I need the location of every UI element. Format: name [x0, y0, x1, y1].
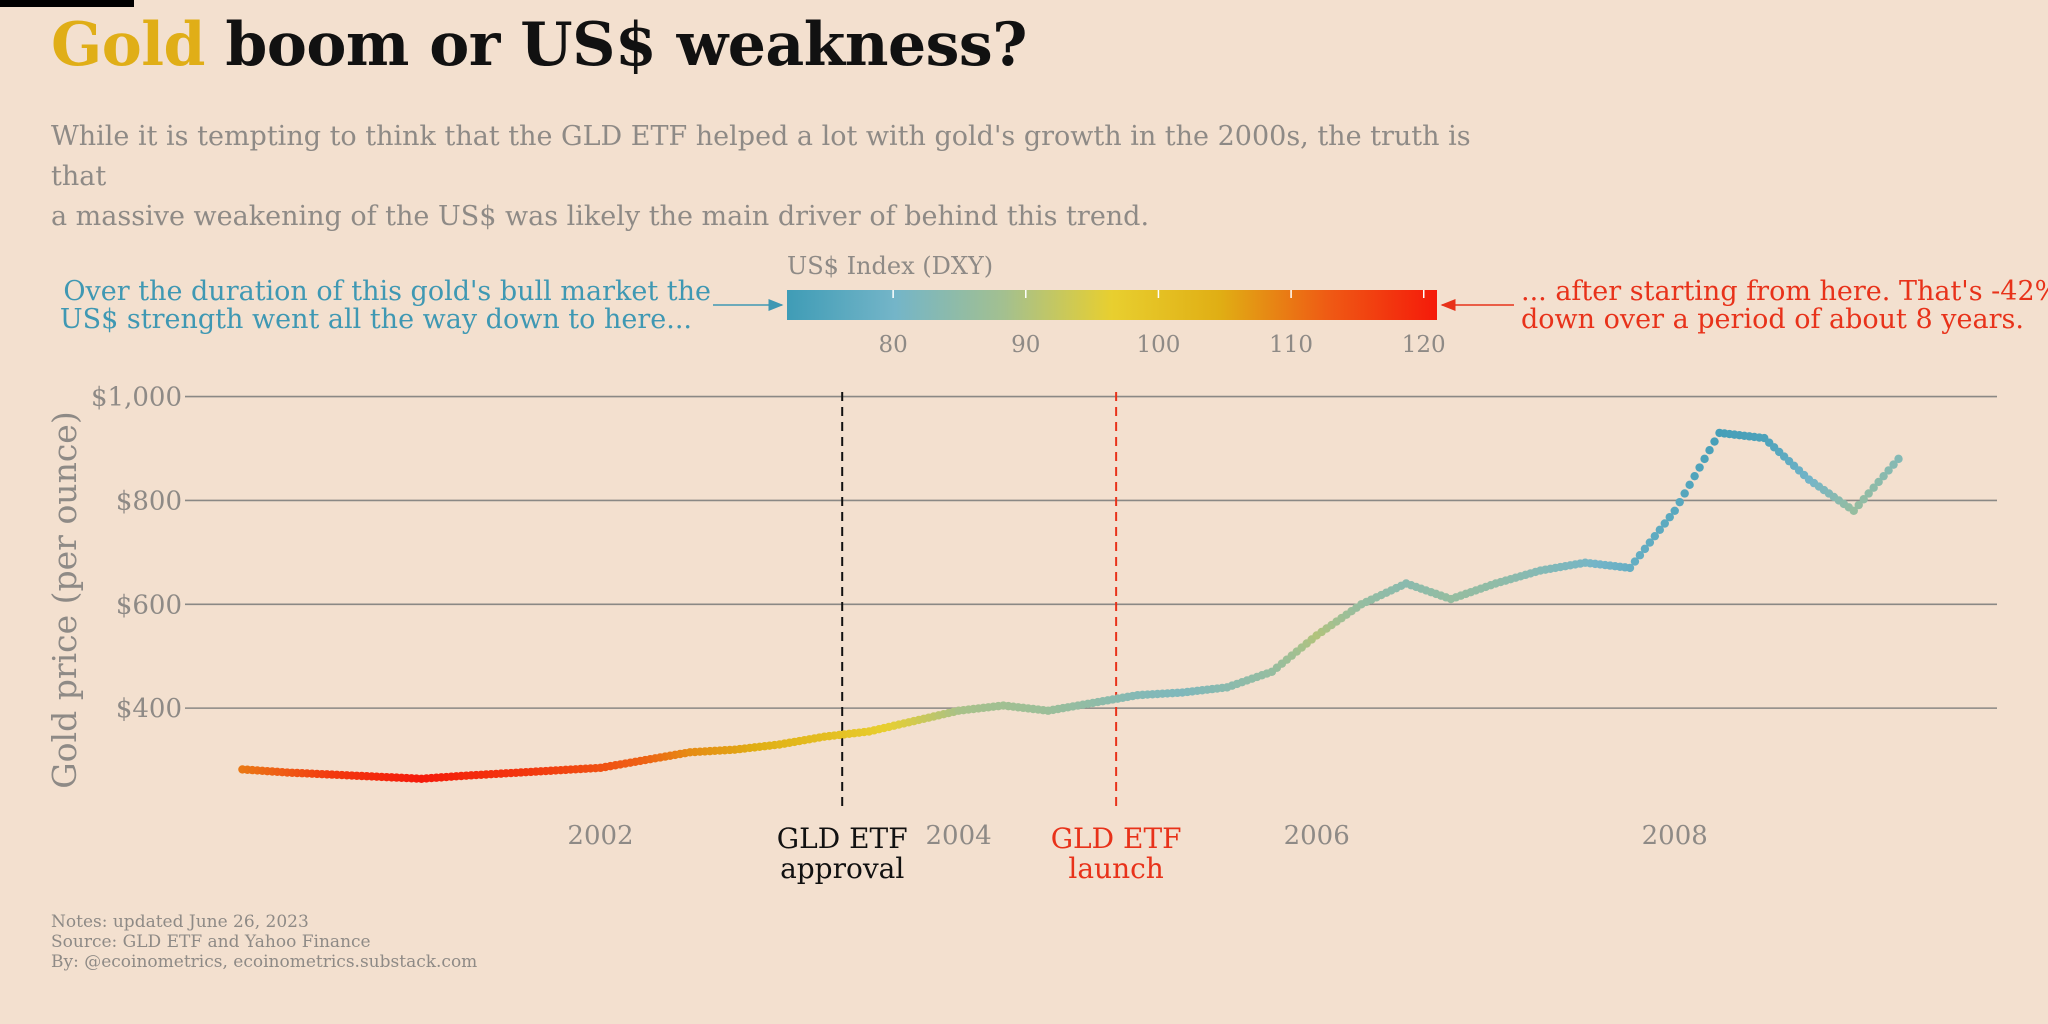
y-tick-label: $800 [116, 486, 182, 516]
data-point-interp [1645, 538, 1655, 547]
legend-tick-label: 120 [1402, 332, 1446, 358]
data-point-interp [1690, 471, 1699, 481]
data-point-interp [1655, 525, 1665, 535]
data-point [1670, 506, 1679, 515]
x-tick-label: 2006 [1284, 821, 1350, 851]
data-points [238, 428, 1903, 783]
launch-label-line-2: launch [1068, 852, 1163, 885]
y-axis-label: Gold price (per ounce) [45, 411, 84, 788]
data-point-interp [1710, 437, 1719, 446]
top-accent-bar [0, 0, 134, 7]
data-point [1894, 454, 1903, 464]
left-note-line-1: Over the duration of this gold's bull ma… [63, 276, 711, 307]
data-point-interp [1675, 497, 1684, 507]
data-point-interp [1859, 495, 1868, 504]
y-tick-label: $600 [116, 590, 182, 620]
data-point-interp [1650, 531, 1660, 541]
data-point-interp [1700, 454, 1709, 464]
data-point-interp [1630, 557, 1640, 566]
approval-label-line-2: approval [780, 852, 904, 885]
legend-tick-label: 100 [1136, 332, 1180, 358]
data-point-interp [1869, 483, 1878, 492]
left-note-line-2: US$ strength went all the way down to he… [60, 304, 692, 335]
subtitle-line-2: a massive weakening of the US$ was likel… [51, 201, 1150, 232]
x-tick-label: 2002 [567, 821, 633, 851]
y-tick-labels: $400 $600 $800 $1,000 [91, 383, 182, 725]
data-point-interp [1884, 466, 1893, 475]
legend-colorbar [787, 290, 1437, 320]
legend-tick-label: 80 [878, 332, 907, 358]
data-point-interp [1854, 500, 1863, 510]
data-point-interp [1889, 460, 1898, 469]
data-point-interp [1705, 446, 1714, 455]
legend-title: US$ Index (DXY) [787, 252, 993, 280]
data-point-interp [1635, 551, 1645, 560]
approval-label-line-1: GLD ETF [777, 822, 908, 855]
legend-ticks: 80 90 100 110 120 [878, 290, 1446, 358]
gridlines [185, 395, 1997, 709]
data-point-interp [1874, 477, 1883, 487]
data-point-interp [1660, 519, 1669, 528]
subtitle-line-1: While it is tempting to think that the G… [51, 121, 1471, 192]
right-note-line-2: down over a period of about 8 years. [1521, 304, 2024, 335]
data-point-interp [1879, 471, 1888, 481]
footer-line-2: Source: GLD ETF and Yahoo Finance [51, 932, 371, 952]
data-point-interp [1685, 480, 1694, 490]
y-tick-label: $1,000 [91, 383, 182, 413]
data-point-interp [1864, 489, 1873, 498]
footer-line-1: Notes: updated June 26, 2023 [51, 912, 309, 932]
footer-line-3: By: @ecoinometrics, ecoinometrics.substa… [51, 952, 478, 972]
data-point-interp [1680, 489, 1689, 498]
footer-notes: Notes: updated June 26, 2023 Source: GLD… [51, 912, 477, 972]
x-tick-label: 2008 [1642, 821, 1708, 851]
data-point [1849, 506, 1858, 515]
data-point-interp [1695, 463, 1704, 472]
x-tick-labels: 2002 2004 2006 2008 [567, 821, 1707, 851]
legend-tick-label: 90 [1011, 332, 1040, 358]
subtitle: While it is tempting to think that the G… [51, 117, 1501, 237]
x-tick-label: 2004 [925, 821, 991, 851]
right-note-line-1: ... after starting from here. That's -42… [1521, 276, 2048, 307]
launch-label-line-1: GLD ETF [1051, 822, 1182, 855]
data-point-interp [1665, 512, 1674, 522]
y-tick-label: $400 [116, 694, 182, 724]
data-point [1625, 563, 1635, 573]
data-point-interp [1640, 544, 1650, 554]
title-rest: boom or US$ weakness? [205, 10, 1027, 80]
page-title: Gold boom or US$ weakness? [51, 10, 1027, 80]
title-accent: Gold [51, 10, 206, 80]
legend-tick-label: 110 [1269, 332, 1313, 358]
